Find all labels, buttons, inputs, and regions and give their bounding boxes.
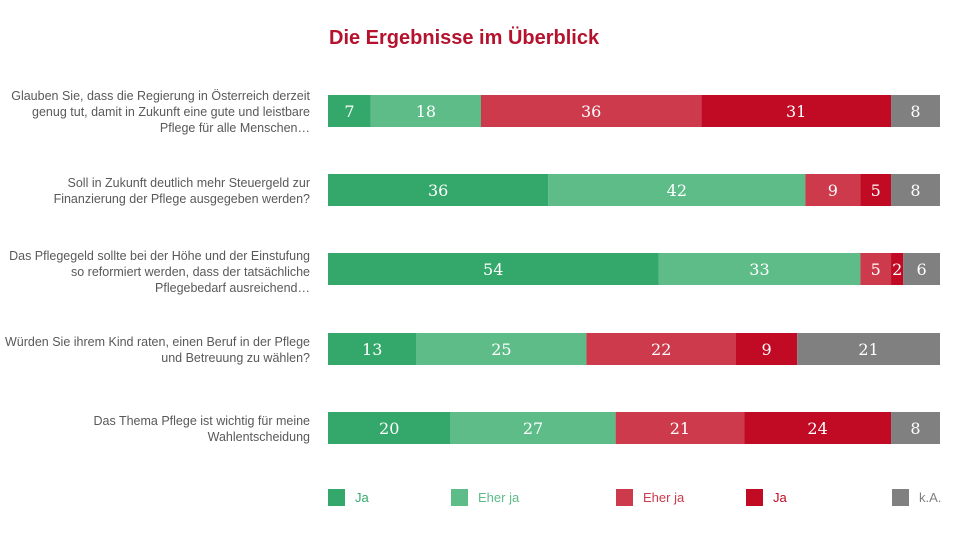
data-label: 8 <box>910 181 920 200</box>
data-label: 54 <box>483 260 503 279</box>
data-label: 2 <box>892 260 902 279</box>
legend-swatch <box>328 488 345 506</box>
legend-item-eher-ja-red: Eher ja <box>616 488 684 506</box>
chart-title: Die Ergebnisse im Überblick <box>329 27 600 49</box>
legend-label: Ja <box>773 489 787 505</box>
data-label: 27 <box>523 419 543 438</box>
bar-segment <box>744 412 892 444</box>
legend-swatch <box>451 488 468 506</box>
bar-segment <box>891 253 904 285</box>
bar-segment <box>548 174 806 206</box>
bar-segment <box>891 174 940 206</box>
legend-swatch <box>746 488 763 506</box>
data-label: 5 <box>871 260 881 279</box>
legend-item-ka: k.A. <box>892 488 941 506</box>
legend-label: k.A. <box>919 489 942 505</box>
bar-segment <box>416 333 587 365</box>
legend-label: Eher ja <box>643 489 685 505</box>
legend-swatch <box>892 488 909 506</box>
data-label: 42 <box>667 181 687 200</box>
bar-segment <box>736 333 798 365</box>
bar-segment <box>903 253 940 285</box>
question-label-5: Das Thema Pflege ist wichtig für meine W… <box>93 414 310 444</box>
data-label: 31 <box>786 102 806 121</box>
bar-segment <box>701 95 892 127</box>
bar-segment <box>860 174 892 206</box>
bar-segment <box>805 174 861 206</box>
bar-segment <box>328 174 549 206</box>
bar-segment <box>328 95 371 127</box>
data-label: 21 <box>670 419 690 438</box>
legend-item-ja-green: Ja <box>328 488 369 506</box>
bar-segment <box>370 95 481 127</box>
data-label: 8 <box>910 419 920 438</box>
data-label: 18 <box>416 102 436 121</box>
data-label: 9 <box>762 340 772 359</box>
bar-segment <box>891 412 940 444</box>
bar-segment <box>860 253 892 285</box>
data-label: 9 <box>828 181 838 200</box>
bar-segment <box>891 95 940 127</box>
question-label-4: Würden Sie ihrem Kind raten, einen Beruf… <box>4 335 310 365</box>
bar-segment <box>450 412 616 444</box>
bar-segment <box>658 253 861 285</box>
data-label: 33 <box>749 260 769 279</box>
bar-segment <box>586 333 736 365</box>
data-label: 24 <box>807 419 827 438</box>
bar-segment <box>328 333 417 365</box>
legend-item-eher-ja-green: Eher ja <box>451 488 519 506</box>
bar-segment <box>615 412 745 444</box>
data-label: 7 <box>344 102 354 121</box>
data-label: 8 <box>910 102 920 121</box>
legend-item-ja-red: Ja <box>746 488 787 506</box>
legend-swatch <box>616 488 633 506</box>
data-label: 20 <box>379 419 399 438</box>
legend-label: Eher ja <box>478 489 520 505</box>
bar-segment <box>797 333 940 365</box>
question-label-2: Soll in Zukunft deutlich mehr Steuergeld… <box>53 176 310 206</box>
data-label: 36 <box>428 181 448 200</box>
data-label: 22 <box>651 340 671 359</box>
question-label-3: Das Pflegegeld sollte bei der Höhe und d… <box>9 249 310 295</box>
data-label: 25 <box>491 340 511 359</box>
data-label: 36 <box>581 102 601 121</box>
question-label-1: Glauben Sie, dass die Regierung in Öster… <box>11 89 310 135</box>
legend-label: Ja <box>355 489 369 505</box>
bar-segment <box>328 253 659 285</box>
bar-segment <box>481 95 702 127</box>
bar-segment <box>328 412 451 444</box>
data-label: 6 <box>917 260 927 279</box>
data-label: 13 <box>362 340 382 359</box>
data-label: 21 <box>858 340 878 359</box>
data-label: 5 <box>871 181 881 200</box>
